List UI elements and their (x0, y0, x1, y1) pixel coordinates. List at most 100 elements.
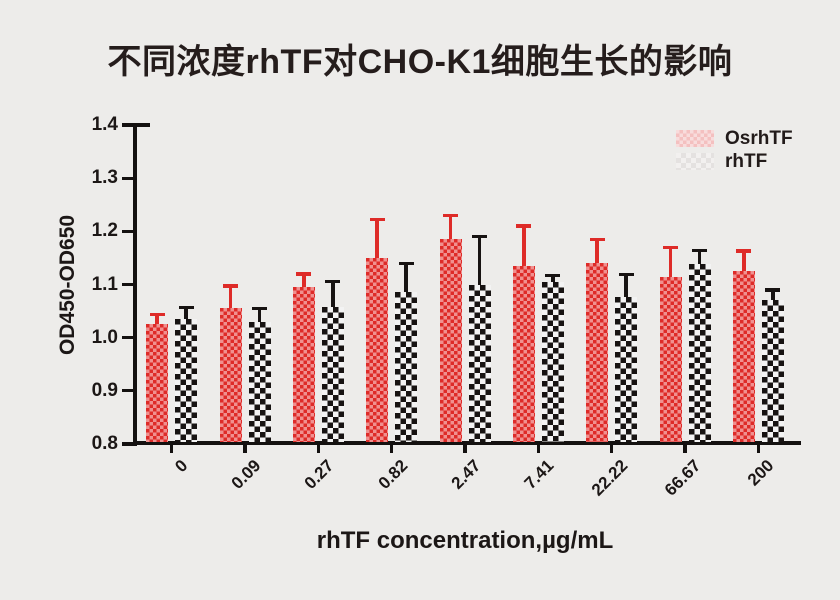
error-cap-rhtf-0 (178, 305, 194, 310)
y-tick-label: 1.0 (91, 326, 118, 348)
error-cap-osrhtf-8 (736, 249, 752, 253)
x-tick-label: 2.47 (447, 456, 485, 493)
error-bar-rhtf-7 (697, 250, 702, 273)
error-cap-rhtf-3 (398, 261, 414, 265)
y-axis-top-tick (132, 123, 150, 127)
x-tick (243, 445, 247, 453)
x-tick-label: 7.41 (520, 456, 558, 493)
x-tick-label: 0.82 (374, 456, 412, 493)
bar-rhtf-3 (395, 292, 418, 442)
y-tick-label: 0.9 (91, 379, 118, 401)
bar-osrhtf-7 (659, 276, 682, 442)
error-bar-rhtf-1 (257, 308, 262, 330)
bar-osrhtf-8 (732, 271, 755, 442)
error-cap-osrhtf-6 (589, 237, 605, 241)
y-tick (122, 336, 133, 340)
x-tick (683, 445, 687, 453)
error-bar-rhtf-3 (404, 263, 408, 301)
error-bar-osrhtf-8 (742, 251, 746, 280)
y-tick (122, 282, 133, 287)
x-tick-label: 0 (170, 456, 192, 477)
error-cap-osrhtf-7 (663, 245, 678, 249)
bar-osrhtf-4 (439, 239, 462, 442)
error-cap-rhtf-8 (765, 288, 781, 292)
error-bar-osrhtf-6 (595, 239, 599, 272)
x-tick-label: 22.22 (587, 456, 632, 500)
error-bar-osrhtf-7 (668, 247, 673, 285)
y-tick (122, 229, 133, 233)
error-cap-osrhtf-3 (369, 217, 385, 222)
x-axis-label: rhTF concentration,µg/mL (316, 527, 614, 554)
error-cap-osrhtf-4 (443, 213, 458, 218)
error-bar-osrhtf-4 (448, 215, 453, 248)
bar-osrhtf-5 (512, 265, 535, 442)
error-cap-osrhtf-0 (149, 313, 165, 317)
legend-swatch-rhtf (676, 153, 714, 170)
error-bar-osrhtf-0 (155, 314, 159, 333)
error-bar-osrhtf-1 (228, 286, 233, 317)
bar-osrhtf-1 (219, 308, 242, 442)
x-tick-label: 0.09 (227, 456, 265, 493)
x-tick-label: 66.67 (660, 456, 705, 500)
x-axis-line (132, 441, 801, 445)
bar-rhtf-5 (541, 281, 564, 442)
bar-osrhtf-2 (292, 287, 315, 442)
y-tick-label: 0.8 (91, 433, 118, 454)
error-bar-osrhtf-3 (375, 219, 379, 266)
error-bar-rhtf-4 (477, 236, 482, 293)
error-cap-osrhtf-5 (516, 224, 532, 228)
x-tick (463, 445, 467, 453)
x-tick-label: 0.27 (300, 456, 338, 493)
x-tick-label: 200 (744, 456, 778, 490)
x-tick (756, 445, 760, 453)
y-axis-label: OD450-OD650 (56, 214, 79, 356)
bar-rhtf-7 (688, 264, 711, 442)
error-cap-rhtf-6 (618, 272, 634, 277)
legend-label-rhtf: rhTF (725, 151, 768, 172)
error-cap-rhtf-2 (325, 279, 341, 283)
y-tick (122, 389, 133, 393)
error-cap-rhtf-4 (472, 234, 487, 239)
error-bar-rhtf-6 (624, 274, 628, 305)
chart-title: 不同浓度rhTF对CHO-K1细胞生长的影响 (107, 43, 733, 81)
error-bar-osrhtf-5 (522, 226, 526, 274)
x-tick (536, 445, 540, 453)
error-cap-osrhtf-2 (296, 272, 312, 276)
x-tick (390, 445, 394, 453)
bar-osrhtf-0 (146, 324, 169, 442)
error-cap-rhtf-7 (692, 248, 707, 253)
bar-rhtf-0 (175, 319, 198, 442)
y-tick-label: 1.1 (91, 273, 118, 295)
y-tick-label: 1.2 (91, 220, 118, 242)
y-tick-label: 1.3 (91, 167, 118, 189)
y-tick (122, 123, 133, 127)
error-bar-rhtf-2 (331, 281, 335, 315)
legend-swatch-osrhtf (676, 130, 714, 147)
legend-label-osrhtf: OsrhTF (725, 128, 793, 149)
bar-rhtf-2 (321, 306, 344, 442)
x-tick (170, 445, 174, 453)
x-tick (316, 445, 320, 453)
error-bar-rhtf-8 (771, 289, 775, 309)
bar-osrhtf-6 (586, 263, 609, 442)
bar-rhtf-8 (761, 300, 784, 442)
bar-rhtf-6 (615, 296, 638, 442)
y-tick (122, 176, 133, 180)
y-tick-label: 1.4 (91, 114, 118, 135)
legend-item-osrhtf: OsrhTF (676, 128, 793, 149)
error-cap-rhtf-1 (252, 306, 267, 311)
error-cap-osrhtf-1 (223, 284, 238, 288)
error-bar-osrhtf-2 (302, 273, 306, 296)
bar-rhtf-1 (248, 321, 271, 442)
bar-osrhtf-3 (366, 257, 389, 442)
legend: OsrhTF rhTF (676, 128, 793, 176)
error-bar-rhtf-0 (184, 307, 188, 328)
error-cap-rhtf-5 (545, 273, 561, 278)
legend-item-rhtf: rhTF (676, 151, 793, 172)
bar-rhtf-4 (468, 284, 491, 442)
y-axis-line (132, 123, 137, 446)
x-tick (610, 445, 614, 453)
y-tick (122, 442, 133, 446)
